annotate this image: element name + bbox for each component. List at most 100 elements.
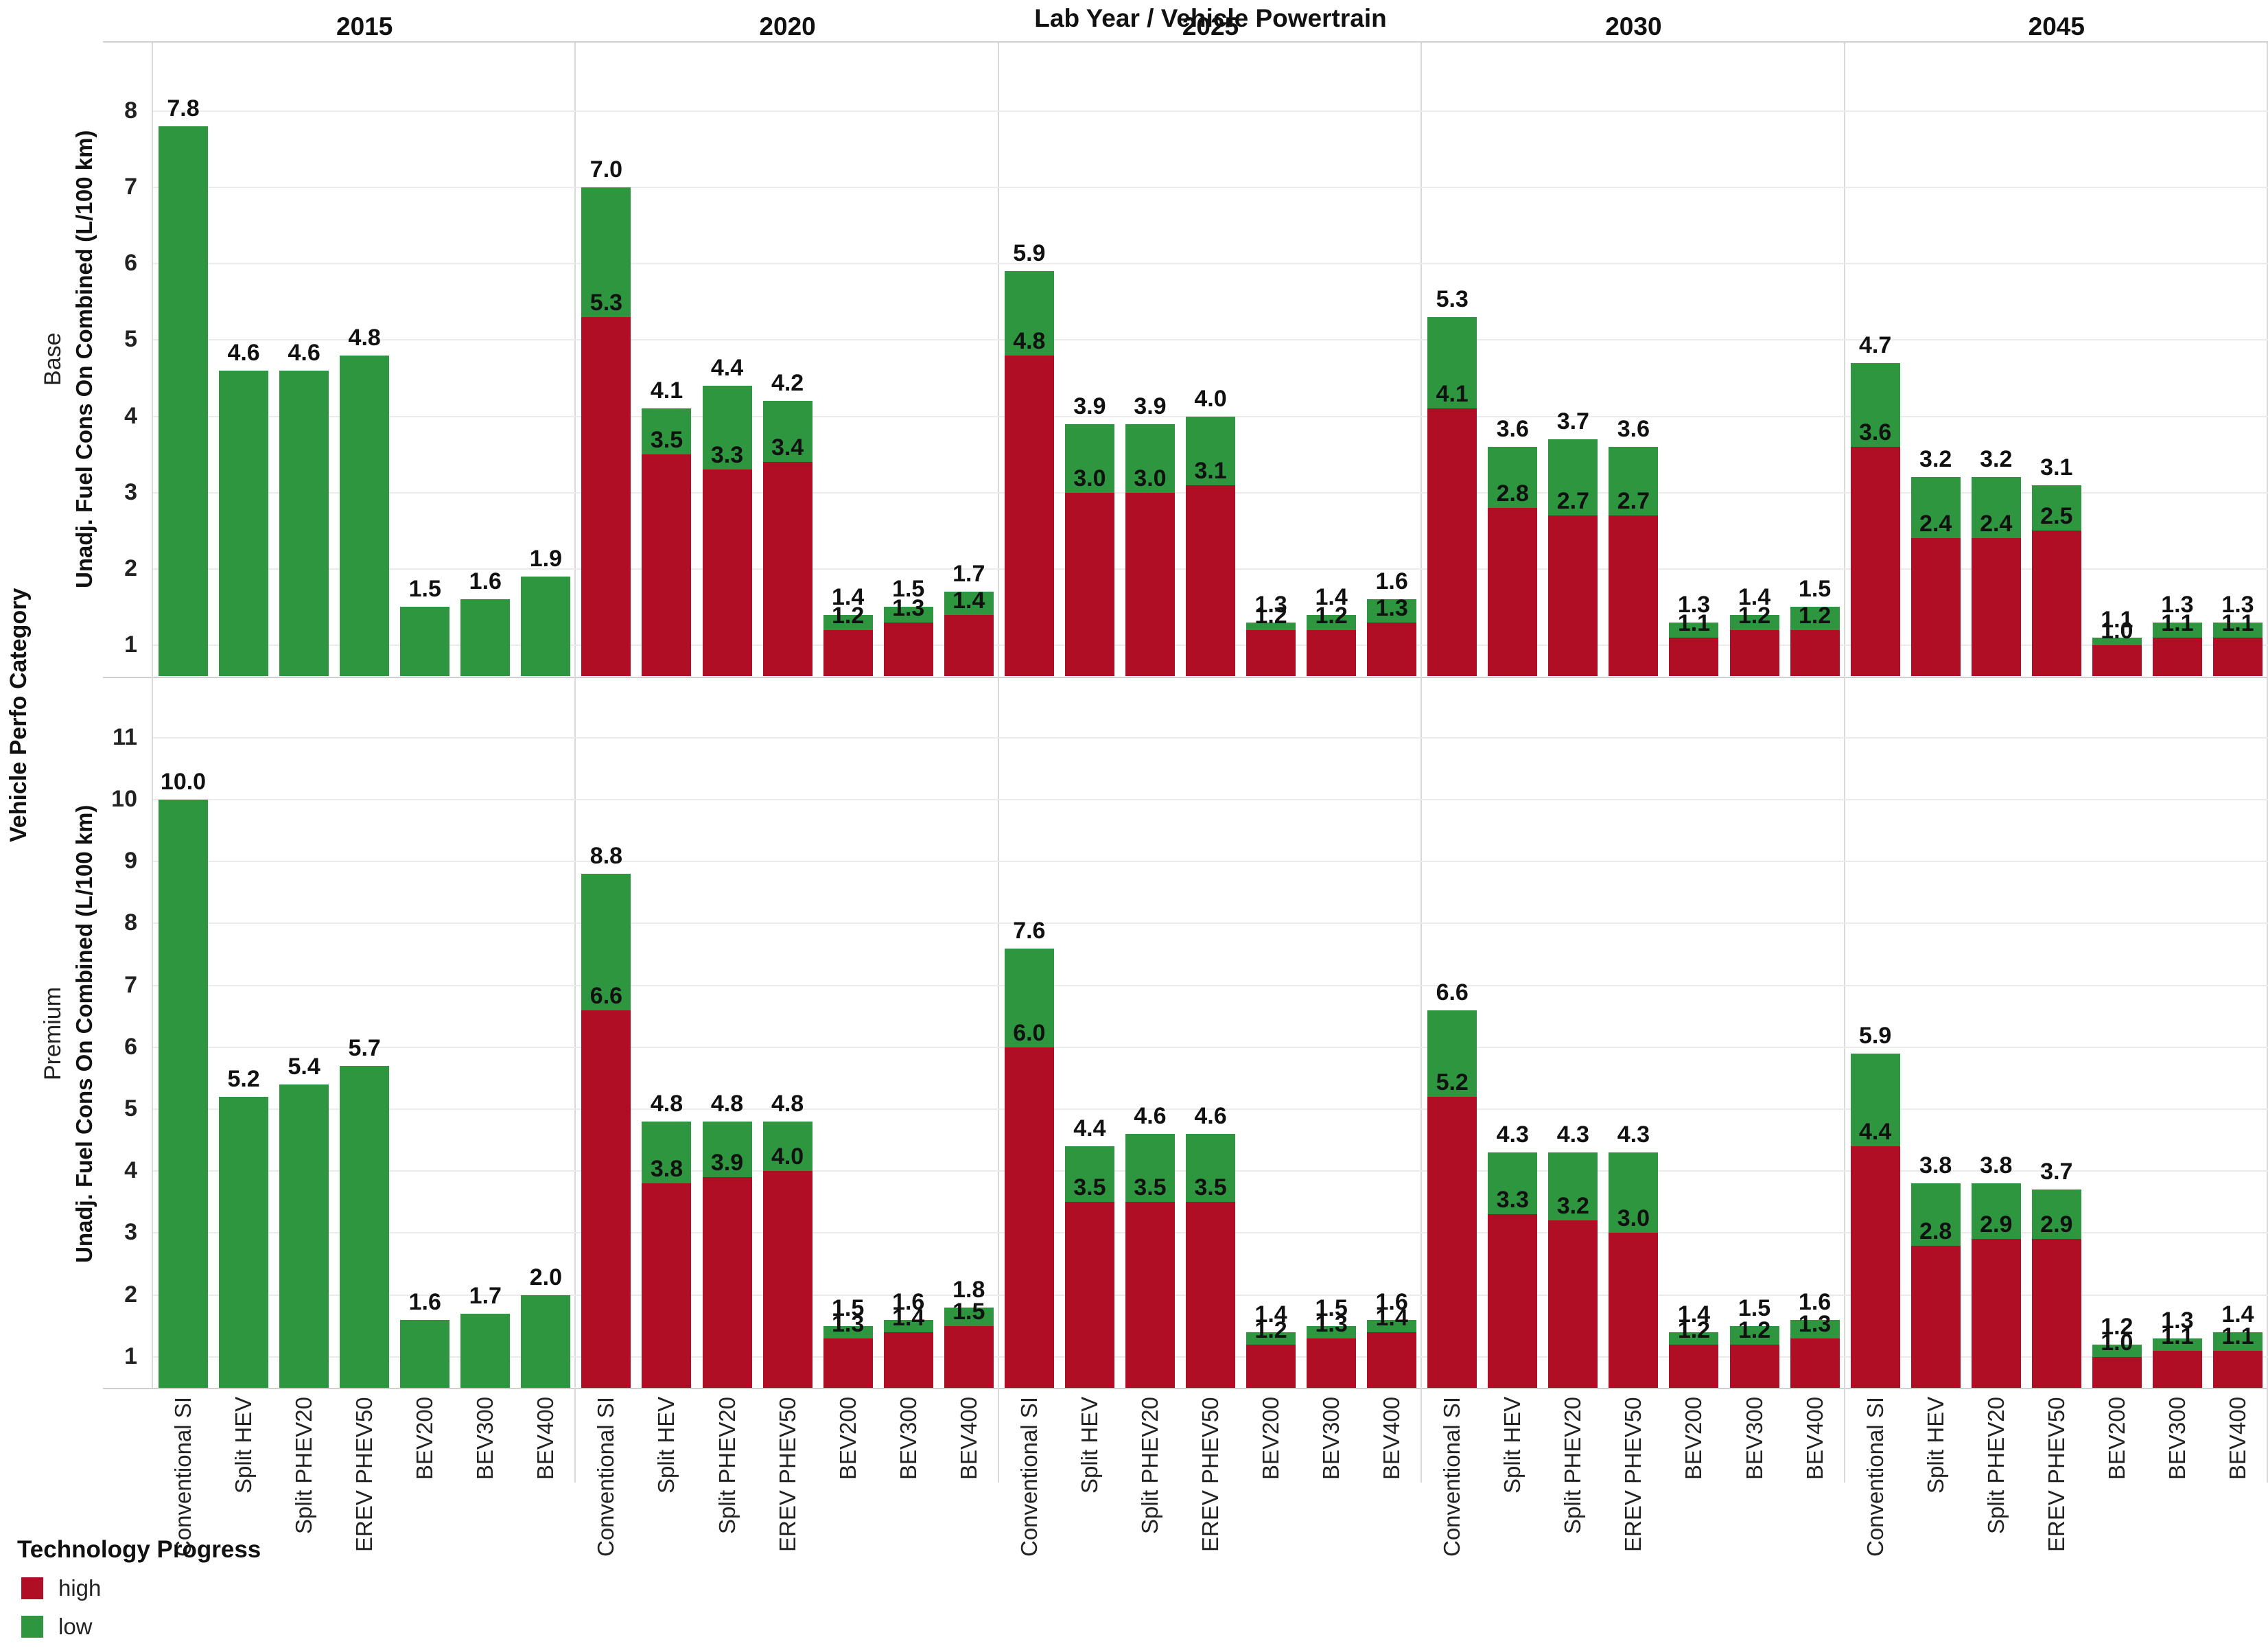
bar-segment-high[interactable] — [702, 1177, 752, 1388]
bar-segment-low[interactable] — [944, 592, 994, 615]
bar-segment-high[interactable] — [1186, 1202, 1235, 1388]
bar-segment-low[interactable] — [2092, 637, 2142, 645]
bar-segment-low[interactable] — [1367, 1319, 1417, 1332]
legend-item-low[interactable]: low — [17, 1612, 261, 1642]
bar-segment-high[interactable] — [581, 1010, 631, 1388]
bar-segment-low[interactable] — [823, 614, 873, 630]
bar-segment-low[interactable] — [1125, 423, 1175, 493]
bar-segment-low[interactable] — [1186, 416, 1235, 485]
bar-segment-high[interactable] — [1971, 538, 2021, 676]
bar-segment-high[interactable] — [1850, 447, 1900, 676]
bar-segment-low[interactable] — [400, 607, 450, 676]
bar-segment-high[interactable] — [2031, 1239, 2081, 1388]
bar-segment-low[interactable] — [2212, 1332, 2263, 1351]
bar-segment-low[interactable] — [400, 1319, 450, 1388]
bar-segment-high[interactable] — [1910, 538, 1961, 676]
bar-segment-low[interactable] — [1427, 317, 1477, 409]
bar-segment-low[interactable] — [1307, 1325, 1357, 1338]
bar-segment-high[interactable] — [1427, 1097, 1477, 1388]
bar-segment-low[interactable] — [1307, 614, 1357, 630]
bar-segment-high[interactable] — [1609, 515, 1659, 676]
legend-item-high[interactable]: high — [17, 1573, 261, 1603]
bar-segment-low[interactable] — [1971, 477, 2021, 539]
bar-segment-low[interactable] — [1125, 1134, 1175, 1203]
bar-segment-low[interactable] — [1910, 1183, 1961, 1246]
bar-segment-low[interactable] — [460, 1313, 511, 1388]
bar-segment-low[interactable] — [219, 1097, 269, 1388]
bar-segment-low[interactable] — [2031, 485, 2081, 531]
bar-segment-high[interactable] — [1790, 629, 1840, 676]
bar-segment-high[interactable] — [581, 317, 631, 676]
bar-segment-high[interactable] — [1367, 1332, 1417, 1388]
bar-segment-low[interactable] — [1669, 1332, 1719, 1345]
bar-segment-low[interactable] — [1850, 1053, 1900, 1147]
bar-segment-low[interactable] — [279, 1084, 329, 1388]
bar-segment-low[interactable] — [1790, 607, 1840, 630]
bar-segment-low[interactable] — [2031, 1189, 2081, 1240]
bar-segment-low[interactable] — [642, 408, 692, 455]
bar-segment-low[interactable] — [1548, 1152, 1598, 1221]
bar-segment-low[interactable] — [1548, 439, 1598, 516]
bar-segment-low[interactable] — [702, 386, 752, 470]
bar-segment-low[interactable] — [702, 1122, 752, 1178]
bar-segment-high[interactable] — [2152, 637, 2202, 676]
bar-segment-high[interactable] — [1004, 1047, 1054, 1388]
bar-segment-low[interactable] — [1064, 1146, 1114, 1203]
bar-segment-low[interactable] — [1729, 1325, 1779, 1345]
bar-segment-high[interactable] — [1004, 355, 1054, 676]
bar-segment-high[interactable] — [1488, 507, 1538, 676]
bar-segment-low[interactable] — [159, 800, 209, 1388]
bar-segment-high[interactable] — [1609, 1233, 1659, 1388]
bar-segment-low[interactable] — [581, 187, 631, 318]
bar-segment-low[interactable] — [1609, 447, 1659, 516]
bar-segment-low[interactable] — [1004, 271, 1054, 356]
bar-segment-high[interactable] — [1729, 629, 1779, 676]
bar-segment-high[interactable] — [1669, 1344, 1719, 1388]
bar-segment-low[interactable] — [2152, 1338, 2202, 1351]
bar-segment-low[interactable] — [1488, 447, 1538, 508]
bar-segment-high[interactable] — [1064, 1202, 1114, 1388]
bar-segment-high[interactable] — [1307, 629, 1357, 676]
bar-segment-low[interactable] — [1790, 1319, 1840, 1338]
bar-segment-low[interactable] — [1246, 1332, 1296, 1345]
bar-segment-high[interactable] — [2212, 637, 2263, 676]
bar-segment-low[interactable] — [823, 1325, 873, 1338]
bar-segment-high[interactable] — [1125, 492, 1175, 676]
bar-segment-high[interactable] — [642, 1183, 692, 1388]
bar-segment-high[interactable] — [1186, 485, 1235, 676]
bar-segment-low[interactable] — [1910, 477, 1961, 539]
bar-segment-high[interactable] — [944, 1325, 994, 1388]
bar-segment-high[interactable] — [642, 454, 692, 676]
bar-segment-low[interactable] — [1850, 362, 1900, 448]
bar-segment-high[interactable] — [762, 1171, 812, 1388]
bar-segment-high[interactable] — [2031, 531, 2081, 676]
bar-segment-high[interactable] — [1125, 1202, 1175, 1388]
bar-segment-high[interactable] — [1064, 492, 1114, 676]
bar-segment-low[interactable] — [2212, 622, 2263, 638]
bar-segment-high[interactable] — [1367, 622, 1417, 676]
bar-segment-low[interactable] — [883, 607, 933, 623]
bar-segment-high[interactable] — [883, 622, 933, 676]
bar-segment-low[interactable] — [944, 1307, 994, 1326]
bar-segment-low[interactable] — [1367, 599, 1417, 623]
bar-segment-low[interactable] — [762, 401, 812, 463]
bar-segment-high[interactable] — [1548, 515, 1598, 676]
bar-segment-low[interactable] — [581, 874, 631, 1010]
bar-segment-low[interactable] — [460, 599, 511, 676]
bar-segment-low[interactable] — [1064, 423, 1114, 493]
bar-segment-low[interactable] — [1246, 622, 1296, 630]
bar-segment-low[interactable] — [219, 370, 269, 676]
bar-segment-high[interactable] — [1971, 1239, 2021, 1388]
bar-segment-high[interactable] — [1246, 629, 1296, 676]
bar-segment-high[interactable] — [1246, 1344, 1296, 1388]
bar-segment-low[interactable] — [1729, 614, 1779, 630]
bar-segment-low[interactable] — [340, 355, 390, 676]
bar-segment-high[interactable] — [2152, 1350, 2202, 1388]
bar-segment-low[interactable] — [1004, 948, 1054, 1047]
bar-segment-high[interactable] — [1488, 1214, 1538, 1388]
bar-segment-low[interactable] — [340, 1065, 390, 1388]
bar-segment-high[interactable] — [2092, 645, 2142, 676]
bar-segment-low[interactable] — [2092, 1344, 2142, 1357]
bar-segment-high[interactable] — [944, 614, 994, 676]
bar-segment-low[interactable] — [279, 370, 329, 676]
